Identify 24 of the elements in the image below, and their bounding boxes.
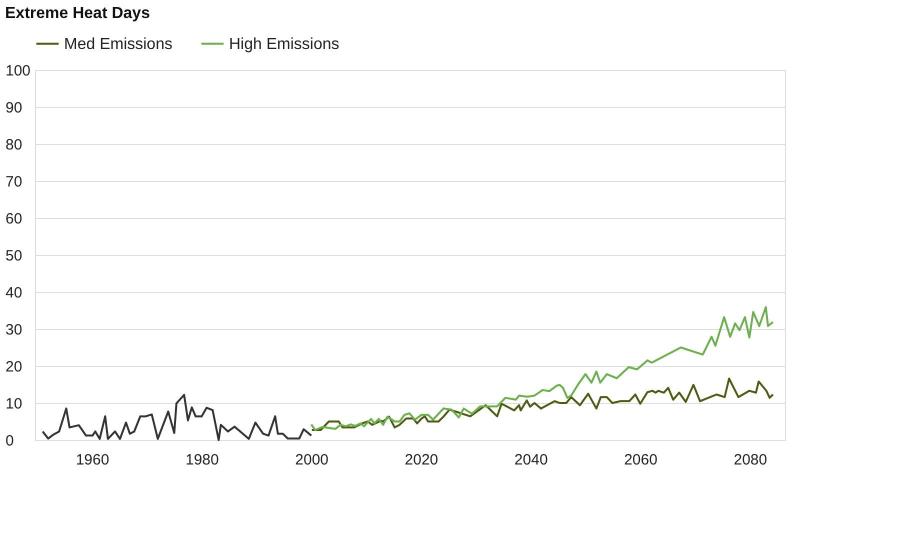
line-series — [310, 378, 774, 432]
y-tick-label: 100 — [6, 62, 31, 80]
chart-title: Extreme Heat Days — [5, 5, 150, 22]
legend-label: High Emissions — [229, 36, 340, 53]
x-tick-label: 1980 — [185, 452, 219, 468]
y-tick-label: 50 — [6, 248, 22, 264]
y-tick-label: 80 — [6, 136, 22, 154]
line-series — [42, 394, 312, 441]
y-tick-label: 70 — [6, 174, 22, 190]
x-tick-label: 2080 — [734, 452, 768, 468]
y-tick-label: 90 — [6, 100, 22, 116]
x-tick-label: 2060 — [624, 452, 658, 468]
y-tick-label: 60 — [6, 210, 22, 228]
x-tick-label: 2020 — [404, 452, 438, 468]
y-tick-label: 40 — [6, 284, 22, 302]
y-tick-label: 10 — [6, 396, 22, 412]
y-tick-label: 30 — [6, 322, 22, 338]
line-series — [310, 306, 774, 432]
y-tick-label: 20 — [6, 358, 22, 376]
y-tick-label: 0 — [6, 432, 14, 450]
legend-label: Med Emissions — [64, 36, 172, 53]
x-tick-label: 2040 — [514, 452, 548, 468]
x-tick-label: 2000 — [295, 452, 329, 468]
x-tick-label: 1960 — [76, 452, 110, 468]
